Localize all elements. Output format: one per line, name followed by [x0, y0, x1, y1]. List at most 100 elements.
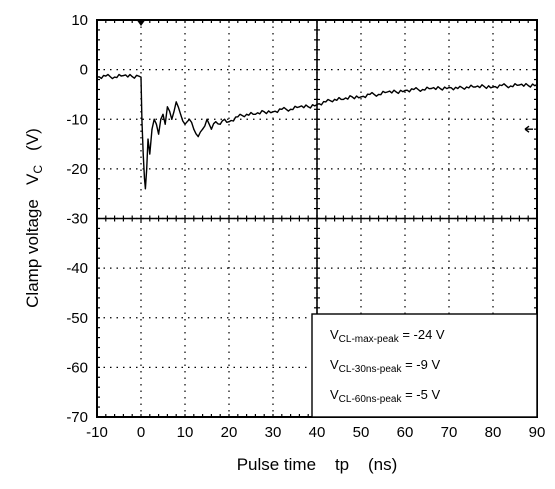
marker-group	[136, 19, 533, 133]
series-point	[430, 87, 432, 90]
series-point	[162, 113, 164, 115]
y-tick-label: -10	[66, 111, 88, 128]
y-tick-label: -30	[66, 211, 88, 228]
series-point	[281, 108, 283, 110]
series-point	[155, 123, 157, 125]
x-tick-label: 40	[309, 424, 326, 441]
series-point	[334, 98, 336, 100]
y-tick-label: 0	[80, 62, 88, 79]
series-point	[272, 111, 274, 113]
series-point	[307, 106, 309, 108]
y-tick-label: -70	[66, 409, 88, 426]
y-tick-label: -60	[66, 359, 88, 376]
series-point	[422, 88, 424, 91]
series-point	[492, 86, 494, 88]
series-point	[228, 121, 230, 123]
series-point	[466, 86, 468, 88]
series-point	[158, 133, 160, 135]
series-point	[114, 76, 116, 78]
series-point	[166, 106, 168, 108]
level-arrow-icon	[524, 125, 533, 133]
x-tick-label: 60	[397, 424, 414, 441]
legend-entry-30ns-peak: VCL-30ns-peak = -9 V	[330, 357, 440, 375]
x-tick-label: 10	[177, 424, 194, 441]
series-point	[193, 128, 195, 130]
series-point	[457, 87, 459, 90]
series-point	[518, 84, 521, 86]
y-tick-label: -20	[66, 161, 88, 178]
series-point	[151, 128, 153, 130]
y-tick-label: 10	[71, 12, 88, 29]
series-point	[290, 108, 292, 110]
legend-box: VCL-max-peak = -24 V VCL-30ns-peak = -9 …	[311, 313, 538, 418]
series-point	[219, 123, 221, 125]
series-point	[144, 188, 146, 190]
trace-group	[96, 73, 538, 190]
series-point	[171, 118, 173, 120]
legend-entry-max-peak: VCL-max-peak = -24 V	[330, 327, 445, 345]
series-point	[254, 113, 256, 115]
series-point	[210, 128, 212, 130]
series-point	[175, 101, 177, 103]
series-point	[325, 101, 327, 103]
series-point	[140, 76, 142, 78]
series-point	[501, 84, 503, 87]
series-point	[164, 123, 166, 125]
x-tick-label: 70	[441, 424, 458, 441]
series-point	[131, 75, 133, 78]
series-point	[237, 116, 239, 118]
x-tick-label: 20	[221, 424, 238, 441]
series-point	[369, 93, 371, 96]
series-line	[96, 73, 538, 190]
series-point	[378, 93, 380, 96]
x-tick-label: 80	[485, 424, 502, 441]
series-point	[386, 91, 388, 93]
y-axis-title: Clamp voltage VC (V)	[23, 128, 45, 308]
series-point	[413, 88, 415, 91]
series-point	[188, 118, 190, 120]
x-tick-label: -10	[86, 424, 108, 441]
legend-frame	[311, 313, 538, 418]
series-point	[184, 123, 186, 125]
series-point	[448, 86, 450, 89]
x-tick-label: 90	[529, 424, 546, 441]
series-point	[351, 96, 353, 98]
series-point	[224, 118, 226, 120]
y-tick-labels: 10 0 -10 -20 -30 -40 -50 -60 -70	[66, 12, 88, 426]
series-point	[439, 87, 441, 90]
series-point	[122, 74, 124, 77]
x-tick-label: 30	[265, 424, 282, 441]
series-point	[510, 85, 512, 87]
series-point	[197, 136, 199, 138]
series-point	[202, 128, 204, 130]
series-point	[146, 168, 148, 170]
series-point	[143, 178, 146, 180]
series-point	[206, 118, 208, 120]
series-point	[246, 113, 248, 115]
series-point	[316, 103, 318, 105]
x-tick-label: 0	[137, 424, 145, 441]
series-point	[141, 118, 143, 120]
series-point	[153, 118, 155, 120]
x-axis-title: Pulse time tp (ns)	[237, 455, 398, 474]
series-point	[149, 153, 151, 155]
series-point	[360, 96, 362, 98]
x-tick-labels: -10 0 10 20 30 40 50 60 70 80 90	[86, 424, 545, 441]
series-point	[527, 84, 529, 87]
series-point	[160, 118, 162, 120]
series-point	[474, 86, 476, 88]
series-point	[105, 75, 107, 77]
series-point	[404, 89, 406, 92]
series-point	[180, 113, 182, 115]
x-tick-label: 50	[353, 424, 370, 441]
series-point	[147, 138, 149, 140]
legend-entry-60ns-peak: VCL-60ns-peak = -5 V	[330, 387, 440, 405]
series-point	[142, 153, 144, 155]
series-point	[263, 111, 265, 113]
y-tick-label: -50	[66, 310, 88, 327]
series-point	[483, 85, 485, 88]
series-point	[138, 75, 140, 77]
y-tick-label: -40	[66, 260, 88, 277]
series-point	[298, 106, 300, 108]
